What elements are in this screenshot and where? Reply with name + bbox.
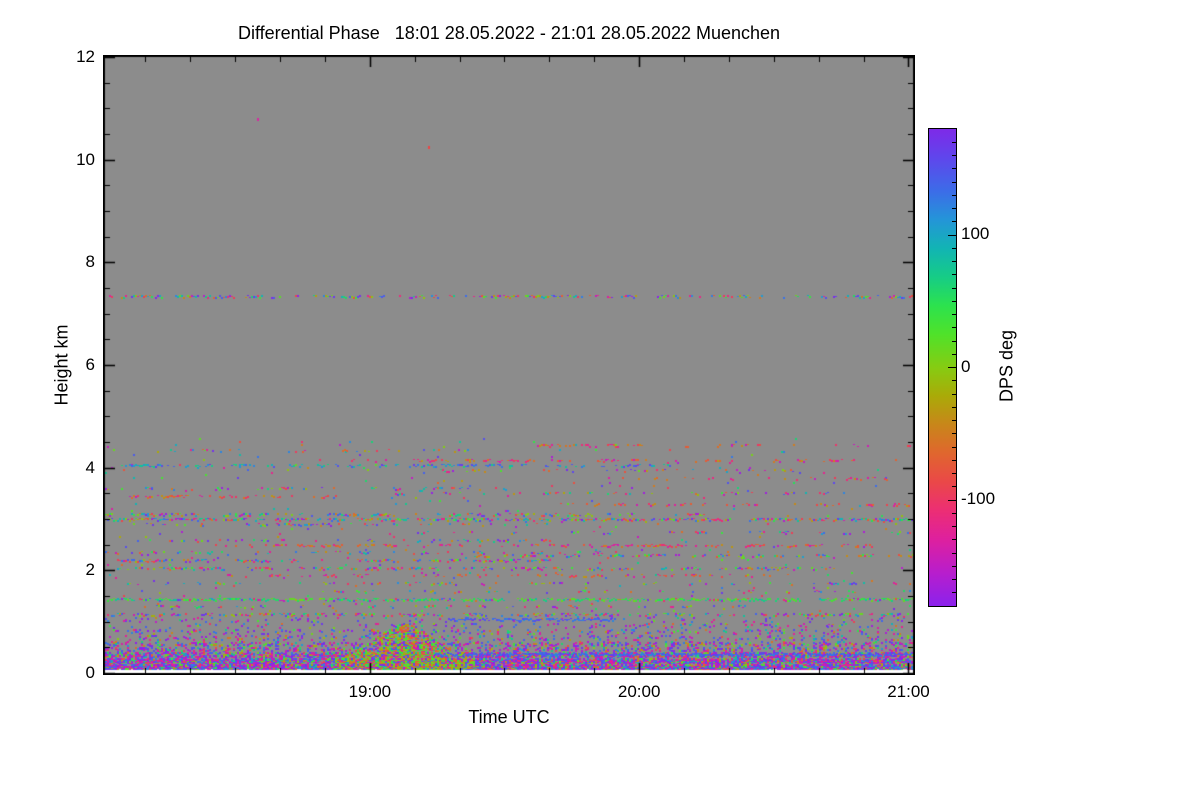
y-tick-label: 8: [85, 252, 95, 272]
heatmap-canvas: [103, 55, 915, 675]
x-tick-label: 19:00: [348, 682, 392, 701]
colorbar-minor-tick: [952, 393, 956, 395]
colorbar-minor-tick: [952, 420, 956, 421]
y-tick-label: 0: [85, 663, 95, 682]
colorbar-minor-tick: [952, 446, 956, 448]
colorbar-minor-tick: [952, 406, 956, 408]
colorbar-minor-tick: [952, 486, 956, 488]
colorbar-major-tick: [948, 499, 956, 501]
colorbar-minor-tick: [952, 353, 956, 355]
colorbar-minor-tick: [952, 433, 956, 435]
colorbar-tick-label: -100: [961, 489, 996, 508]
colorbar-minor-tick: [952, 168, 956, 170]
colorbar-minor-tick: [952, 340, 956, 342]
colorbar-minor-tick: [952, 579, 956, 580]
colorbar: [928, 128, 957, 607]
colorbar-minor-tick: [952, 526, 956, 527]
colorbar-tick-label: 100: [961, 224, 990, 243]
colorbar-minor-tick: [952, 274, 956, 276]
y-tick-label: 2: [85, 560, 95, 580]
colorbar-minor-tick: [952, 565, 956, 567]
colorbar-minor-tick: [952, 314, 956, 315]
chart-title: Differential Phase 18:01 28.05.2022 - 21…: [237, 23, 781, 43]
colorbar-minor-tick: [952, 141, 956, 143]
y-tick-label: 4: [85, 457, 95, 477]
colorbar-minor-tick: [952, 300, 956, 302]
colorbar-minor-tick: [952, 261, 956, 262]
colorbar-minor-tick: [952, 181, 956, 183]
colorbar-minor-tick: [952, 221, 956, 223]
colorbar-major-tick: [948, 367, 956, 368]
colorbar-minor-tick: [952, 459, 956, 461]
x-tick-label: 20:00: [617, 682, 661, 701]
y-tick-label: 10: [76, 149, 95, 169]
colorbar-minor-tick: [952, 512, 956, 514]
colorbar-tick-label: 0: [961, 356, 971, 376]
colorbar-minor-tick: [952, 380, 956, 382]
colorbar-minor-tick: [952, 247, 956, 249]
y-tick-label: 12: [76, 47, 95, 66]
x-axis-title: Time UTC: [468, 707, 550, 727]
plot-area: [103, 55, 915, 675]
colorbar-minor-tick: [952, 327, 956, 329]
colorbar-major-tick: [948, 234, 956, 236]
colorbar-minor-tick: [952, 539, 956, 541]
x-tick-label: 21:00: [887, 682, 930, 701]
y-tick-label: 6: [85, 355, 95, 374]
colorbar-title: DPS deg: [996, 329, 1017, 403]
colorbar-minor-tick: [952, 552, 956, 554]
colorbar-minor-tick: [952, 473, 956, 474]
colorbar-minor-tick: [952, 287, 956, 289]
colorbar-minor-tick: [952, 208, 956, 209]
colorbar-minor-tick: [952, 155, 956, 156]
colorbar-minor-tick: [952, 592, 956, 594]
colorbar-minor-tick: [952, 194, 956, 196]
